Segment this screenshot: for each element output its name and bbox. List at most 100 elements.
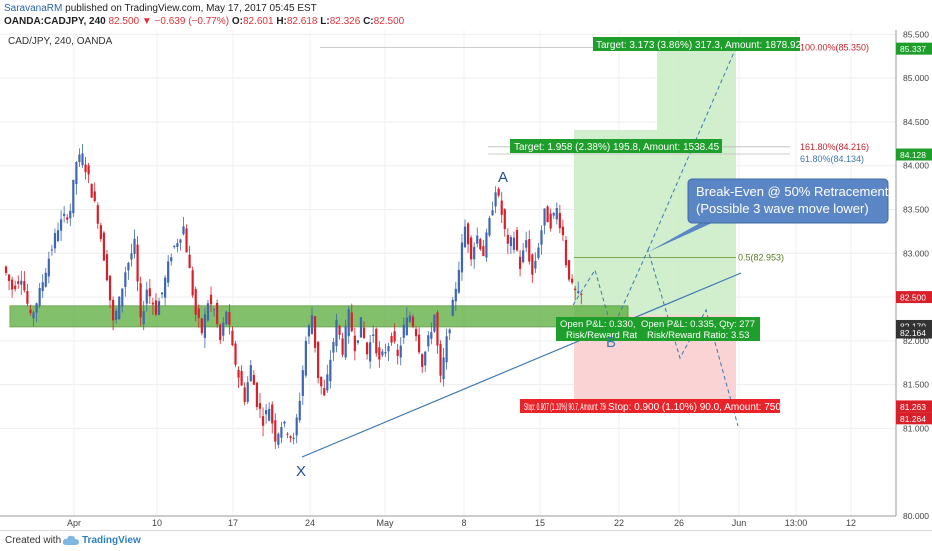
candle — [26, 283, 29, 307]
candle — [528, 230, 531, 265]
candle — [433, 314, 436, 334]
footer: Created with TradingView — [0, 530, 932, 551]
price-tick-label: 84.500 — [903, 117, 929, 127]
candle — [304, 336, 307, 378]
candle — [567, 259, 571, 282]
tradingview-logo[interactable]: TradingView — [82, 535, 141, 546]
support-zone[interactable] — [9, 305, 629, 328]
candle — [292, 432, 295, 445]
candle — [503, 208, 506, 237]
candle — [53, 228, 57, 254]
candle — [488, 215, 491, 238]
candle — [112, 296, 115, 331]
candle — [69, 203, 72, 227]
candle — [136, 236, 139, 292]
candle — [130, 243, 133, 267]
wave-label-a: A — [498, 169, 508, 186]
candle — [194, 286, 197, 322]
candle — [75, 161, 78, 195]
trend-line[interactable] — [301, 272, 742, 458]
candle — [439, 340, 442, 383]
candle — [546, 205, 549, 223]
candle — [326, 364, 329, 393]
time-tick-label: Apr — [67, 518, 81, 528]
candle — [561, 219, 565, 241]
price-badge — [896, 42, 932, 55]
candle — [463, 219, 467, 249]
chart-title: CAD/JPY, 240, OANDA — [8, 36, 113, 47]
candle — [35, 302, 38, 323]
candle — [537, 242, 540, 260]
time-tick-label: 13:00 — [785, 518, 808, 528]
pnl-label-1-box[interactable] — [556, 317, 638, 341]
candle — [424, 350, 427, 372]
candle — [307, 323, 311, 345]
candle — [555, 202, 558, 225]
candle — [286, 432, 289, 439]
candle — [494, 186, 497, 214]
candle — [252, 370, 255, 385]
candle — [66, 214, 69, 224]
candle — [258, 393, 262, 419]
low-label: L: — [320, 16, 330, 27]
candle — [145, 281, 148, 312]
price-badge — [896, 412, 932, 425]
candle — [182, 216, 185, 236]
candle — [512, 231, 516, 254]
candle — [14, 280, 17, 292]
candle — [362, 321, 366, 340]
price-change: −0.639 (−0.77%) — [154, 16, 230, 27]
candle — [405, 307, 408, 337]
created-with-label: Created with — [5, 535, 62, 546]
projected-rally-path[interactable] — [647, 49, 736, 251]
candle — [56, 222, 60, 243]
pnl-label-2-box[interactable] — [637, 317, 760, 341]
candle — [212, 307, 216, 317]
candle — [96, 202, 99, 229]
candle — [231, 326, 234, 347]
candle — [381, 348, 384, 358]
time-tick-label: Jun — [732, 518, 747, 528]
candle — [479, 237, 482, 252]
candle — [105, 250, 109, 282]
candle — [341, 332, 344, 358]
candle — [421, 353, 424, 374]
author-link[interactable]: SaravanaRM — [4, 3, 63, 14]
candle — [531, 253, 534, 283]
stop-label-2-box[interactable] — [606, 399, 780, 413]
last-price: 82.500 — [108, 16, 140, 27]
candle — [277, 432, 280, 449]
candle — [390, 332, 393, 346]
target-label-2-box[interactable] — [510, 139, 722, 153]
candle — [564, 236, 568, 268]
candle — [448, 328, 451, 341]
price-axis[interactable] — [896, 30, 932, 530]
target-label-1: Target: 3.173 (3.86%) 317.3, Amount: 187… — [596, 40, 802, 51]
price-tick-label: 81.000 — [903, 423, 929, 433]
close-value: 82.500 — [373, 16, 405, 27]
candle — [133, 229, 136, 259]
time-tick-label: 22 — [614, 518, 624, 528]
candle — [295, 413, 298, 444]
candle — [313, 316, 317, 353]
candle — [375, 327, 378, 357]
stop-label-1-box[interactable] — [520, 399, 616, 413]
time-tick-label: 17 — [228, 518, 238, 528]
candlestick-chart[interactable]: CAD/JPY, 240, OANDA 100.00%(85.350) 161.8… — [0, 30, 932, 530]
candle — [470, 235, 473, 266]
low-value: 82.326 — [329, 16, 361, 27]
candle — [393, 323, 396, 344]
candle — [396, 343, 399, 365]
price-badge — [896, 291, 932, 304]
candle — [418, 327, 421, 355]
target-label-1-box[interactable] — [593, 37, 800, 51]
candle — [32, 310, 35, 327]
candle — [108, 275, 112, 309]
target-label-2: Target: 1.958 (2.38%) 195.8, Amount: 153… — [514, 142, 720, 153]
candle — [167, 255, 170, 287]
candle — [522, 243, 525, 264]
open-value: 82.601 — [242, 16, 274, 27]
callout-box[interactable] — [687, 178, 889, 224]
target-zone-extended[interactable] — [657, 48, 736, 130]
